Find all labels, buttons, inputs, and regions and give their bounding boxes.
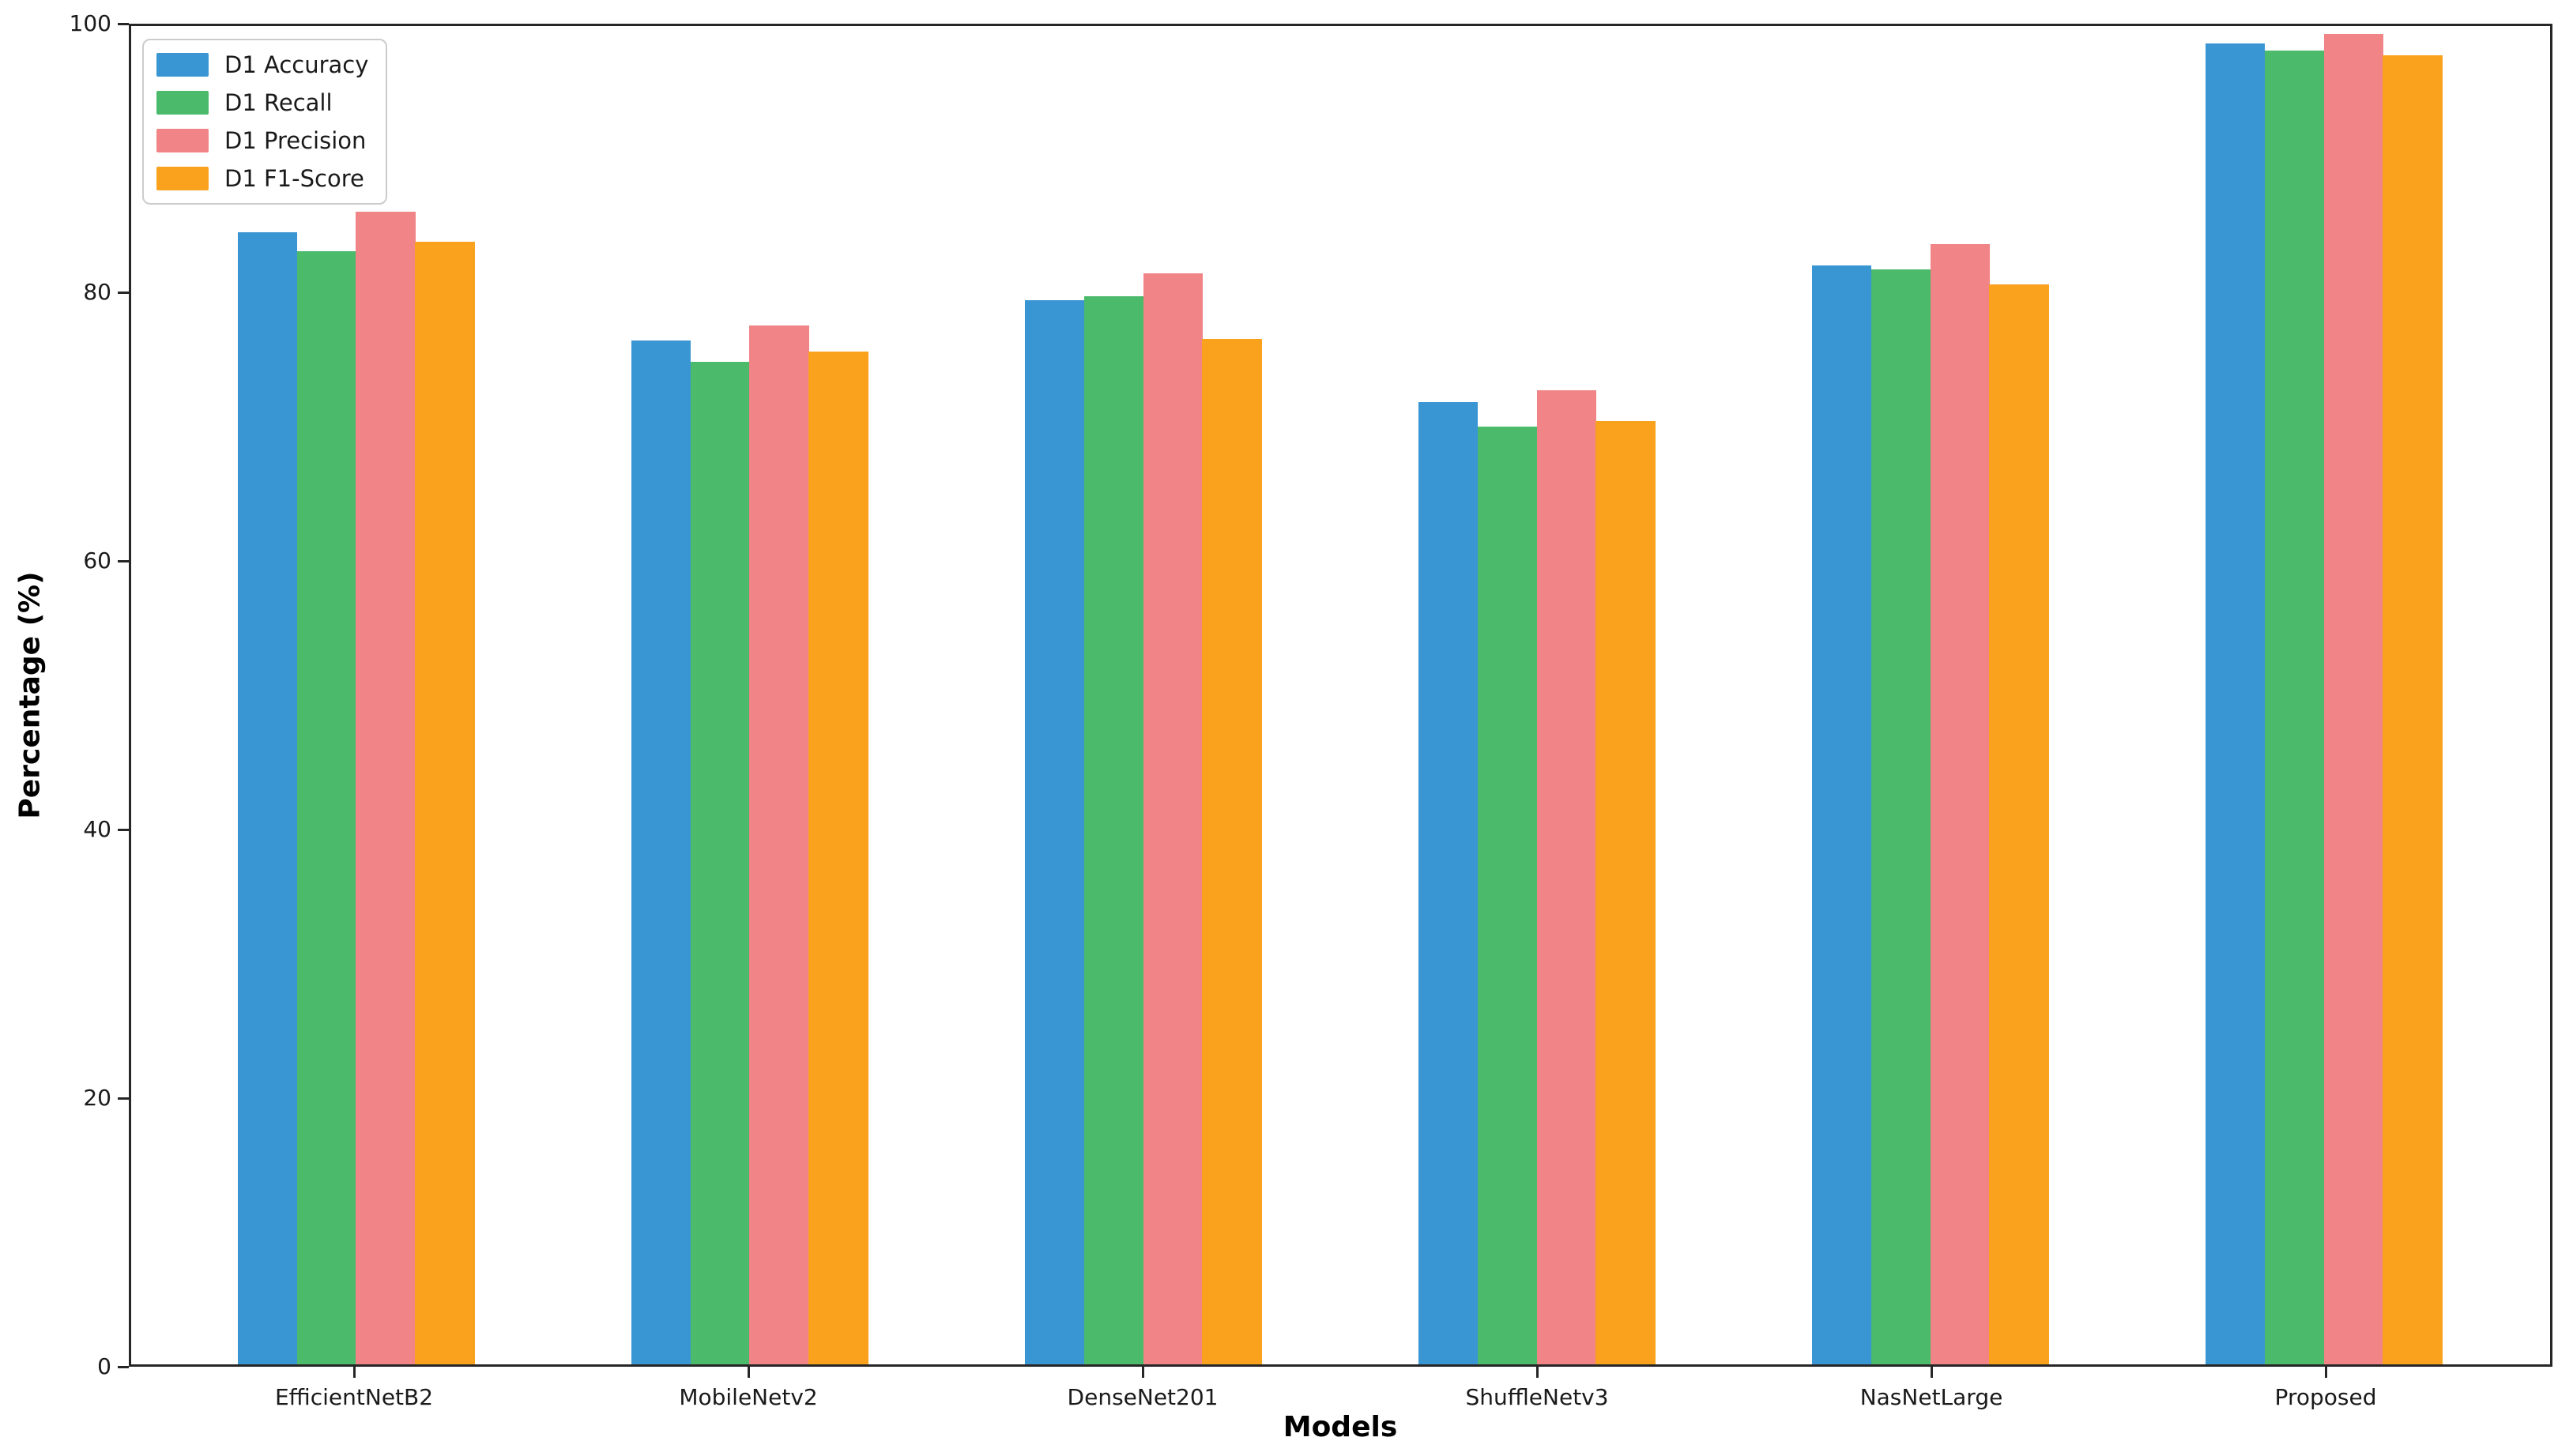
- bar-d1-accuracy-mobilenetv2: [631, 340, 691, 1364]
- bar-d1-recall-nasnetlarge: [1870, 269, 1931, 1364]
- bar-d1-precision-efficientnetb2: [356, 212, 416, 1364]
- y-tick-mark: [118, 22, 129, 25]
- legend-swatch-icon: [156, 53, 209, 77]
- x-tick-mark: [1930, 1367, 1933, 1378]
- x-tick-label: Proposed: [2274, 1384, 2377, 1410]
- plot-area: D1 Accuracy D1 Recall D1 Precision D1 F1-Sc…: [129, 24, 2552, 1367]
- bar-d1-precision-mobilenetv2: [749, 325, 809, 1364]
- legend-swatch-icon: [156, 167, 209, 190]
- y-tick-label: 80: [83, 279, 111, 305]
- legend-item: D1 F1-Score: [156, 165, 368, 192]
- x-tick-mark: [2324, 1367, 2327, 1378]
- bar-d1-precision-proposed: [2323, 34, 2383, 1364]
- bar-d1-recall-densenet201: [1083, 296, 1143, 1364]
- x-tick-label: ShuffleNetv3: [1465, 1384, 1609, 1410]
- legend: D1 Accuracy D1 Recall D1 Precision D1 F1-Sc…: [142, 39, 388, 205]
- legend-swatch-icon: [156, 129, 209, 152]
- bar-d1-precision-shufflenetv3: [1536, 389, 1596, 1364]
- legend-item: D1 Recall: [156, 89, 368, 116]
- legend-label: D1 Accuracy: [224, 51, 369, 78]
- bar-d1-recall-proposed: [2264, 50, 2325, 1364]
- bar-d1-accuracy-proposed: [2205, 43, 2266, 1364]
- legend-swatch-icon: [156, 91, 209, 115]
- y-tick-mark: [118, 1365, 129, 1368]
- bar-d1-f1-score-shufflenetv3: [1595, 420, 1656, 1364]
- bar-d1-recall-shufflenetv3: [1477, 426, 1538, 1364]
- y-tick-label: 0: [97, 1353, 111, 1379]
- x-tick-mark: [352, 1367, 356, 1378]
- bar-d1-recall-mobilenetv2: [690, 362, 750, 1364]
- legend-label: D1 Recall: [224, 89, 333, 116]
- y-axis-title: Percentage (%): [13, 571, 47, 819]
- bar-d1-precision-nasnetlarge: [1930, 244, 1990, 1364]
- y-tick-label: 60: [83, 547, 111, 574]
- y-tick-label: 100: [69, 10, 111, 36]
- legend-label: D1 Precision: [224, 127, 367, 154]
- y-tick-label: 20: [83, 1085, 111, 1111]
- bar-d1-accuracy-nasnetlarge: [1811, 265, 1872, 1364]
- bar-d1-recall-efficientnetb2: [296, 250, 356, 1364]
- bar-d1-accuracy-densenet201: [1024, 300, 1085, 1364]
- bar-d1-precision-densenet201: [1143, 273, 1203, 1364]
- x-tick-label: MobileNetv2: [679, 1384, 818, 1410]
- x-tick-mark: [747, 1367, 750, 1378]
- bar-d1-f1-score-nasnetlarge: [1989, 284, 2049, 1364]
- bar-d1-f1-score-proposed: [2383, 55, 2443, 1364]
- x-tick-label: DenseNet201: [1067, 1384, 1219, 1410]
- y-tick-mark: [118, 291, 129, 294]
- x-axis-title: Models: [1283, 1411, 1398, 1443]
- y-tick-mark: [118, 828, 129, 831]
- y-tick-mark: [118, 559, 129, 562]
- legend-label: D1 F1-Score: [224, 165, 364, 192]
- bar-d1-accuracy-shufflenetv3: [1418, 402, 1479, 1364]
- y-tick-label: 40: [83, 816, 111, 842]
- y-tick-mark: [118, 1097, 129, 1100]
- x-tick-mark: [1141, 1367, 1144, 1378]
- x-tick-label: NasNetLarge: [1859, 1384, 2003, 1410]
- bar-d1-f1-score-efficientnetb2: [415, 241, 475, 1364]
- bar-d1-accuracy-efficientnetb2: [237, 231, 298, 1364]
- x-tick-mark: [1535, 1367, 1539, 1378]
- x-tick-label: EfficientNetB2: [274, 1384, 434, 1410]
- bar-d1-f1-score-mobilenetv2: [808, 351, 868, 1364]
- legend-item: D1 Precision: [156, 127, 368, 154]
- bar-d1-f1-score-densenet201: [1202, 339, 1262, 1364]
- legend-item: D1 Accuracy: [156, 51, 368, 78]
